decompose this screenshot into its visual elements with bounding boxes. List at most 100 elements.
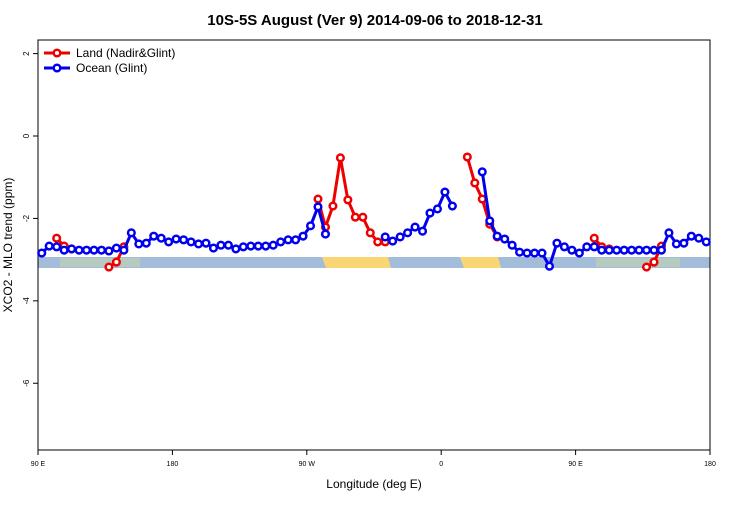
data-point [141, 238, 151, 248]
x-axis-label: Longitude (deg E) [326, 477, 421, 491]
data-point [529, 248, 540, 258]
data-point [320, 229, 331, 239]
data-point [96, 245, 107, 255]
data-point [440, 187, 450, 197]
data-point [537, 248, 547, 258]
data-point [544, 261, 555, 271]
chart-title: 10S-5S August (Ver 9) 2014-09-06 to 2018… [207, 12, 542, 29]
data-point [477, 167, 487, 177]
x-tick-label: 0 [439, 461, 443, 468]
data-point [373, 237, 383, 247]
data-point [597, 245, 607, 255]
legend-marker [52, 48, 62, 58]
data-point [656, 245, 667, 255]
data-point [52, 242, 62, 252]
data-point [350, 212, 360, 222]
data-point [694, 233, 704, 243]
data-point [305, 221, 316, 231]
x-tick-label: 90 E [31, 461, 46, 468]
data-point [81, 245, 92, 255]
data-point [358, 212, 368, 222]
data-point [380, 232, 390, 242]
data-point [559, 242, 569, 252]
data-point [111, 257, 121, 267]
data-point [253, 241, 263, 251]
x-tick-label: 90 E [568, 461, 583, 468]
data-point [313, 194, 323, 204]
data-point [223, 240, 233, 250]
data-point [604, 245, 614, 255]
data-point [268, 240, 278, 250]
y-tick-label: -6 [22, 379, 31, 387]
data-point [365, 228, 375, 238]
x-tick-label: 180 [167, 461, 179, 468]
data-point [335, 153, 345, 163]
y-tick-label: -2 [22, 214, 31, 222]
data-point [104, 246, 114, 256]
data-point [164, 237, 174, 247]
x-tick-label: 90 W [299, 461, 316, 468]
data-point [589, 242, 599, 252]
data-point [216, 240, 226, 250]
data-point [156, 233, 166, 243]
data-point [231, 244, 241, 254]
data-point [447, 201, 457, 211]
y-tick-label: 0 [22, 133, 31, 138]
data-point [701, 237, 711, 247]
data-point [52, 233, 62, 243]
data-point [201, 238, 211, 248]
y-tick-label: -4 [22, 297, 31, 305]
data-point [238, 242, 248, 252]
data-point [425, 208, 435, 218]
data-point [664, 228, 674, 238]
data-point [179, 235, 189, 245]
data-point [343, 195, 353, 205]
data-point [485, 216, 495, 226]
data-point [298, 231, 308, 241]
legend-label: Land (Nadir&Glint) [76, 46, 175, 60]
data-point [567, 245, 577, 255]
data-point [470, 178, 480, 188]
y-axis-label: XCO2 - MLO trend (ppm) [1, 178, 15, 313]
data-point [522, 248, 532, 258]
data-point [417, 226, 428, 236]
map-strip [38, 257, 710, 268]
data-point [403, 228, 413, 238]
data-point [313, 202, 323, 212]
data-point [432, 204, 443, 214]
data-point [37, 248, 47, 258]
data-point [246, 241, 256, 251]
data-point [111, 243, 121, 253]
plot-frame [37, 39, 711, 451]
data-point [261, 241, 271, 251]
land-strip [322, 257, 391, 268]
data-point [462, 152, 472, 162]
data-point [134, 239, 144, 249]
data-point [104, 262, 114, 272]
data-point [74, 245, 84, 255]
data-point [171, 234, 181, 244]
data-point [119, 245, 129, 255]
island-strip [60, 258, 140, 267]
data-point [44, 241, 54, 251]
data-point [515, 247, 525, 257]
data-point [649, 257, 659, 267]
data-point [59, 245, 69, 255]
data-point [634, 245, 644, 255]
data-point [388, 236, 398, 246]
data-point [649, 245, 659, 255]
data-point [208, 243, 219, 253]
legend-label: Ocean (Glint) [76, 61, 147, 75]
data-point [500, 234, 510, 244]
data-point [410, 222, 420, 232]
data-point [679, 238, 689, 248]
data-point [89, 245, 99, 255]
data-point [186, 237, 196, 247]
data-point [126, 228, 136, 238]
data-point [612, 245, 622, 255]
data-point [641, 245, 652, 255]
data-point [686, 231, 696, 241]
y-tick-label: 2 [22, 51, 31, 56]
data-point [291, 235, 301, 245]
